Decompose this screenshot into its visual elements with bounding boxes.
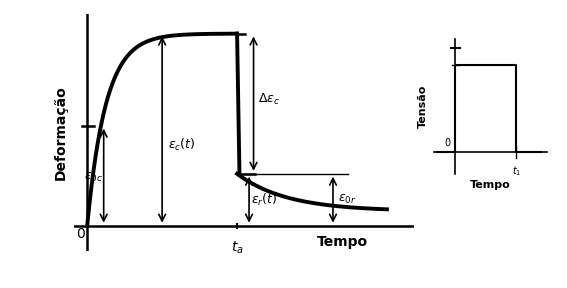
Text: $\Delta\varepsilon_{c}$: $\Delta\varepsilon_{c}$: [258, 92, 280, 107]
Text: 0: 0: [445, 138, 450, 148]
Text: $\varepsilon_{c}(t)$: $\varepsilon_{c}(t)$: [167, 137, 195, 153]
Text: $\varepsilon_{0c}$: $\varepsilon_{0c}$: [84, 171, 103, 184]
Y-axis label: Deformação: Deformação: [54, 85, 68, 180]
Text: $t_1$: $t_1$: [511, 165, 521, 178]
Y-axis label: Tensão: Tensão: [418, 85, 428, 128]
Text: $\varepsilon_{r}(t)$: $\varepsilon_{r}(t)$: [251, 192, 278, 208]
Text: $t_a$: $t_a$: [231, 240, 243, 256]
Text: $\varepsilon_{0r}$: $\varepsilon_{0r}$: [338, 193, 357, 206]
X-axis label: Tempo: Tempo: [470, 180, 511, 190]
Text: 0: 0: [76, 227, 85, 241]
Text: Tempo: Tempo: [316, 235, 367, 249]
